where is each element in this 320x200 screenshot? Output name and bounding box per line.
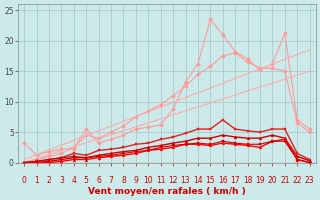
X-axis label: Vent moyen/en rafales ( km/h ): Vent moyen/en rafales ( km/h ) <box>88 187 246 196</box>
